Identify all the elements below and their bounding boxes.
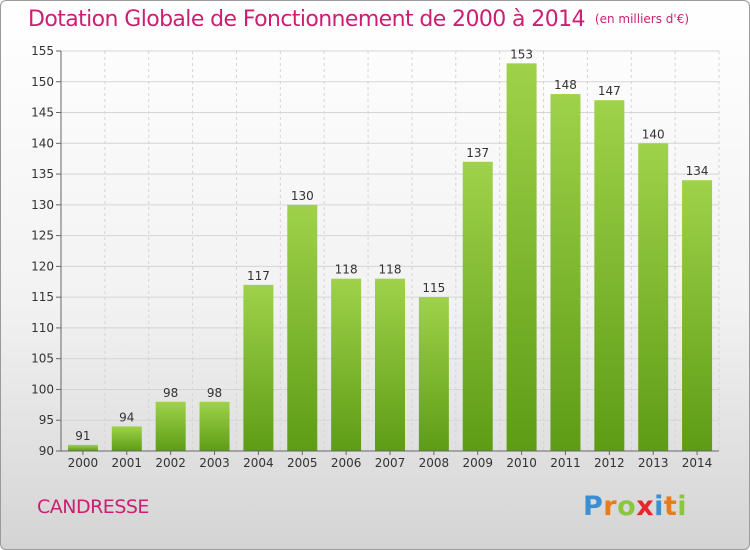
data-label-2002: 98 (163, 386, 178, 400)
x-tick-label-2013: 2013 (638, 456, 669, 470)
logo-letter: r (603, 491, 618, 522)
bar-2014 (682, 180, 713, 451)
logo-letter: P (583, 491, 604, 522)
bar-2003 (199, 401, 230, 451)
x-tick-label-2006: 2006 (331, 456, 362, 470)
x-tick-label-2002: 2002 (155, 456, 186, 470)
x-tick-label-2003: 2003 (199, 456, 230, 470)
bar-2012 (594, 100, 625, 451)
x-tick-label-2014: 2014 (682, 456, 713, 470)
x-tick-label-2007: 2007 (375, 456, 406, 470)
bar-2002 (155, 401, 186, 451)
x-tick-label-2001: 2001 (112, 456, 143, 470)
data-label-2005: 130 (291, 189, 314, 203)
data-label-2009: 137 (466, 146, 489, 160)
bar-2007 (375, 278, 405, 451)
data-label-2010: 153 (510, 47, 533, 61)
y-tick-label: 100 (31, 382, 54, 396)
x-tick-label-2010: 2010 (506, 456, 537, 470)
y-tick-label: 110 (31, 321, 54, 335)
bar-2009 (462, 161, 493, 451)
logo-letter: i (677, 491, 688, 522)
y-tick-label: 90 (39, 444, 54, 458)
y-tick-label: 120 (31, 259, 54, 273)
data-label-2006: 118 (335, 263, 358, 277)
data-label-2004: 117 (247, 269, 270, 283)
x-tick-label-2009: 2009 (462, 456, 493, 470)
data-label-2007: 118 (379, 263, 402, 277)
y-tick-label: 130 (31, 198, 54, 212)
logo-letter: x (636, 491, 655, 522)
bars: 91 94 98 98 117 130 118 118 115 137 153 148 147 140 13… (67, 47, 713, 452)
y-tick-label: 135 (31, 167, 54, 181)
bar-2008 (418, 297, 449, 451)
logo-letter: o (617, 491, 637, 522)
bar-2011 (550, 94, 581, 452)
bar-2013 (638, 143, 669, 452)
data-label-2003: 98 (207, 386, 222, 400)
commune-name: CANDRESSE (37, 496, 149, 518)
x-tick-label-2004: 2004 (243, 456, 274, 470)
data-label-2001: 94 (119, 410, 134, 424)
bar-2010 (506, 63, 537, 452)
bar-2001 (111, 426, 142, 451)
data-label-2013: 140 (642, 127, 665, 141)
proxiti-logo[interactable]: Proxiti (583, 491, 687, 522)
y-tick-label: 150 (31, 75, 54, 89)
bar-2000 (67, 444, 98, 451)
y-tick-label: 115 (31, 290, 54, 304)
y-tick-label: 145 (31, 106, 54, 120)
x-tick-label-2005: 2005 (287, 456, 318, 470)
bar-2005 (287, 204, 318, 451)
y-tick-label: 95 (39, 413, 54, 427)
logo-letter: t (663, 491, 678, 522)
logo-letter: i (654, 491, 664, 522)
chart-title: Dotation Globale de Fonctionnement de 20… (28, 7, 689, 32)
bar-2006 (331, 278, 362, 451)
y-tick-label: 140 (31, 136, 54, 150)
x-tick-label-2000: 2000 (68, 456, 99, 470)
x-tick-label-2008: 2008 (419, 456, 450, 470)
data-label-2000: 91 (75, 429, 90, 443)
y-tick-label: 125 (31, 229, 54, 243)
data-label-2008: 115 (422, 281, 445, 295)
chart-subtitle: (en milliers d'€) (594, 12, 690, 26)
title-text: Dotation Globale de Fonctionnement de 20… (28, 7, 586, 32)
gridlines (60, 50, 720, 452)
data-label-2012: 147 (598, 84, 621, 98)
x-tick-label-2011: 2011 (550, 456, 581, 470)
axes: 90 95 100 105 110 115 120 125 130 135 140 145 150 155… (31, 44, 719, 470)
data-label-2011: 148 (554, 78, 577, 92)
y-tick-label: 155 (31, 44, 54, 58)
bar-2004 (243, 284, 274, 451)
y-tick-label: 105 (31, 352, 54, 366)
data-label-2014: 134 (686, 164, 709, 178)
x-tick-label-2012: 2012 (594, 456, 625, 470)
